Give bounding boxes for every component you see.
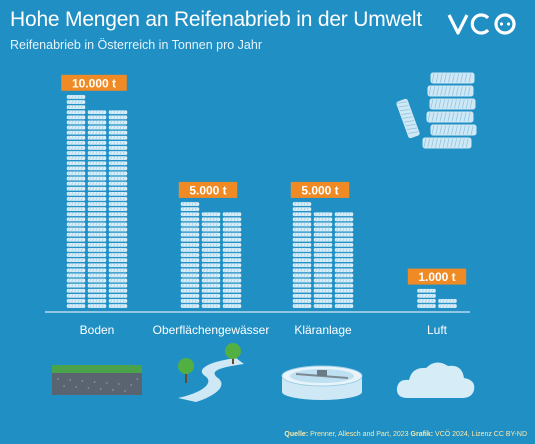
cloud-icon [396,362,475,398]
category-label-4: Luft [427,323,448,337]
svg-text:1.000 t: 1.000 t [418,270,455,284]
svg-text:10.000 t: 10.000 t [72,76,116,90]
bar-1 [66,94,128,309]
tire-heap-illustration [395,71,478,150]
svg-text:5.000 t: 5.000 t [189,183,226,197]
source-label: Quelle: [284,431,309,438]
svg-text:5.000 t: 5.000 t [301,183,338,197]
bars-layer: 10.000 t 5.000 t 5.000 t 1.000 t [61,74,467,309]
source-text: Prenner, Allesch and Part, 2023 [310,431,409,438]
chart-subtitle: Reifenabrieb in Österreich in Tonnen pro… [10,38,262,52]
value-label-3: 5.000 t [290,181,350,198]
logo-v [447,14,469,35]
bar-3 [292,201,354,309]
logo-c [470,13,490,35]
treatment-plant-icon [281,365,363,400]
category-label-2: Oberflächengewässer [153,323,270,337]
logo-o [494,13,516,35]
value-label-4: 1.000 t [407,268,467,285]
source-note: Quelle: Prenner, Allesch and Part, 2023 … [284,431,527,438]
bar-2 [180,201,242,309]
bar-4 [416,288,458,309]
chart-title: Hohe Mengen an Reifenabrieb in der Umwel… [10,8,423,31]
value-label-2: 5.000 t [178,181,238,198]
category-label-3: Kläranlage [294,323,352,337]
category-labels: Boden Oberflächengewässer Kläranlage Luft [80,323,448,337]
category-label-1: Boden [80,323,115,337]
graphic-text: VCÖ 2024, Lizenz CC BY-ND [435,431,527,438]
soil-icon [52,365,142,395]
vco-logo [447,13,516,35]
river-icon [178,343,244,402]
category-icons [52,343,475,402]
graphic-label: Grafik: [410,431,434,438]
value-label-1: 10.000 t [61,74,127,91]
